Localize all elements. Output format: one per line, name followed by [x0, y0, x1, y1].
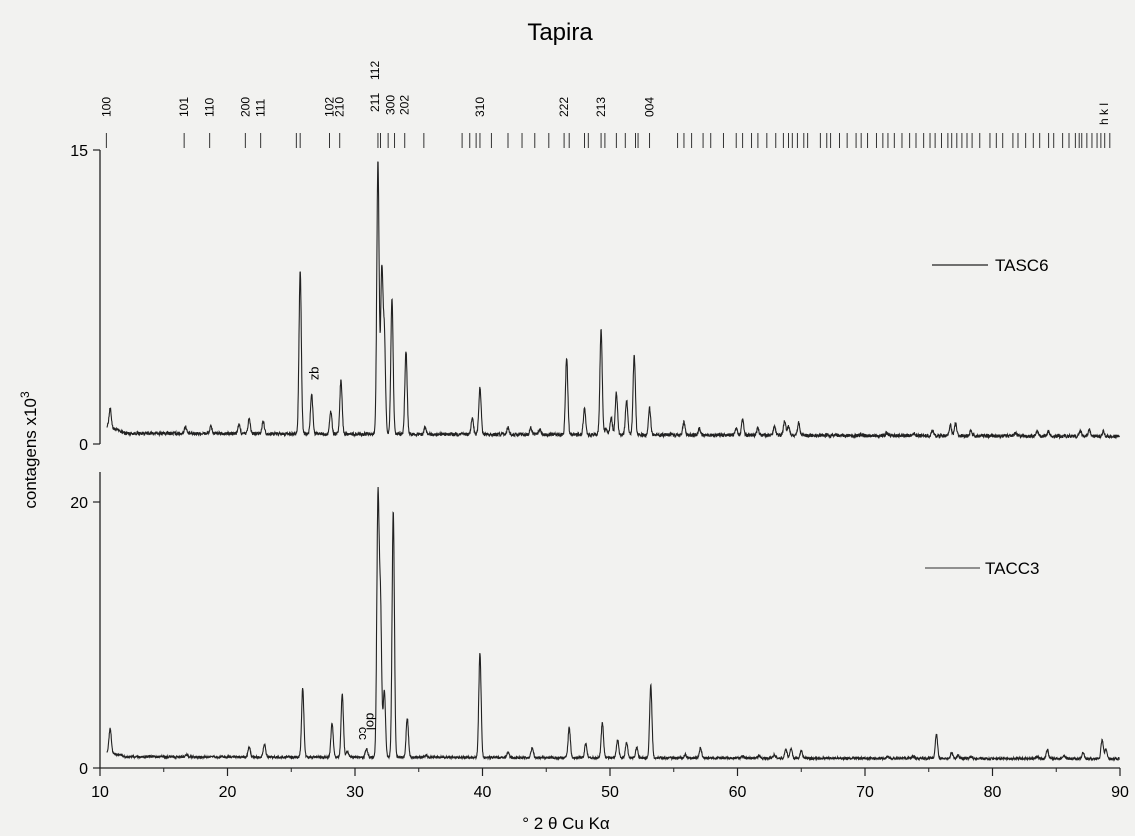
annotations-top: qz — [309, 367, 324, 381]
x-tick-label-70: 70 — [856, 784, 874, 801]
y-tick-label-top-15: 15 — [70, 143, 88, 160]
x-ticks: 10 20 30 40 50 60 70 80 90 — [91, 768, 1129, 801]
hkl-label-222: 222 — [557, 97, 571, 117]
x-tick-label-60: 60 — [729, 784, 747, 801]
hkl-label-200: 200 — [238, 97, 252, 117]
x-tick-label-20: 20 — [219, 784, 237, 801]
hkl-label-310: 310 — [473, 97, 487, 117]
x-tick-label-50: 50 — [601, 784, 619, 801]
x-tick-label-30: 30 — [346, 784, 364, 801]
hkl-header: h k l — [1097, 103, 1111, 125]
hkl-label-110: 110 — [203, 98, 217, 117]
annotation-qz: qz — [309, 367, 324, 381]
hkl-label-112: 112 — [368, 61, 382, 80]
hkl-label-100: 100 — [99, 97, 113, 117]
hkl-label-111: 111 — [254, 98, 268, 117]
y-axis-label-text: contagens x10 — [21, 398, 40, 509]
hkl-label-210: 210 — [333, 97, 347, 117]
x-tick-label-90: 90 — [1111, 784, 1129, 801]
x-tick-label-40: 40 — [474, 784, 492, 801]
legend-label-tasc6: TASC6 — [995, 256, 1049, 275]
hkl-label-211: 211 — [368, 93, 382, 112]
x-tick-label-80: 80 — [984, 784, 1002, 801]
annotation-cc: cc — [356, 727, 371, 741]
annotation-dol: dol — [363, 713, 378, 730]
y-tick-label-bottom-0: 0 — [79, 761, 88, 778]
series-line-tacc3 — [106, 486, 1120, 762]
y-axis-label: contagens x103 — [18, 391, 40, 509]
chart-title: Tapira — [527, 19, 593, 46]
y-tick-label-bottom-20: 20 — [70, 495, 88, 512]
hkl-label-102: 102 — [323, 97, 337, 117]
hkl-label-004: 004 — [643, 97, 657, 117]
y-ticks-bottom: 0 20 — [70, 495, 100, 778]
hkl-label-101: 101 — [177, 97, 191, 117]
y-tick-label-top-0: 0 — [79, 437, 88, 454]
y-axis-label-superscript: 3 — [18, 391, 32, 398]
hkl-label-213: 213 — [594, 97, 608, 117]
legend-label-tacc3: TACC3 — [985, 559, 1039, 578]
hkl-label-202: 202 — [398, 95, 412, 115]
panel-tasc6: 0 15 TASC6 qz — [70, 143, 1120, 454]
x-tick-label-10: 10 — [91, 784, 109, 801]
x-axis-label: ° 2 θ Cu Kα — [522, 814, 610, 833]
hkl-label-300: 300 — [384, 95, 398, 115]
series-line-tasc6 — [106, 161, 1120, 440]
y-ticks-top: 0 15 — [70, 143, 100, 454]
